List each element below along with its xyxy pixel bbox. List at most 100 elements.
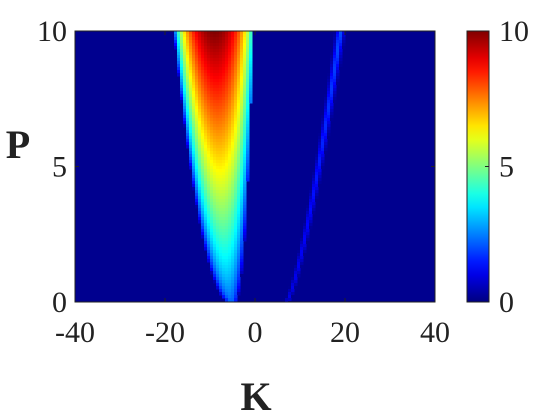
heatmap-cell	[330, 52, 334, 56]
heatmap-cell	[195, 190, 199, 194]
heatmap-cell	[192, 106, 196, 110]
heatmap-cell	[222, 106, 226, 110]
heatmap-cell	[198, 217, 202, 221]
heatmap-cell	[231, 175, 235, 179]
heatmap-cell	[243, 208, 247, 212]
heatmap-cell	[216, 277, 220, 281]
heatmap-cell	[231, 223, 235, 227]
heatmap-cell	[324, 97, 328, 101]
heatmap-cell	[198, 103, 202, 107]
heatmap-cell	[213, 91, 217, 95]
heatmap-cell	[219, 289, 223, 293]
heatmap-cell	[312, 199, 316, 203]
heatmap-cell	[207, 58, 211, 62]
heatmap-cell	[315, 166, 319, 170]
heatmap-cell	[183, 115, 187, 119]
heatmap-cell	[195, 133, 199, 137]
heatmap-cell	[231, 136, 235, 140]
heatmap-cell	[222, 265, 226, 269]
heatmap-cell	[222, 283, 226, 287]
heatmap-cell	[210, 49, 214, 53]
heatmap-cell	[309, 196, 313, 200]
heatmap-cell	[237, 292, 241, 296]
heatmap-cell	[243, 43, 247, 47]
heatmap-cell	[213, 109, 217, 113]
heatmap-cell	[231, 172, 235, 176]
heatmap-cell	[234, 103, 238, 107]
heatmap-cell	[195, 169, 199, 173]
heatmap-cell	[237, 55, 241, 59]
heatmap-cell	[204, 187, 208, 191]
heatmap-cell	[186, 136, 190, 140]
heatmap-cell	[204, 55, 208, 59]
heatmap-cell	[237, 139, 241, 143]
heatmap-cell	[198, 190, 202, 194]
heatmap-cell	[324, 145, 328, 149]
heatmap-cell	[237, 196, 241, 200]
heatmap-cell	[186, 58, 190, 62]
heatmap-cell	[210, 82, 214, 86]
heatmap-cell	[183, 61, 187, 65]
heatmap-cell	[225, 139, 229, 143]
heatmap-cell	[225, 178, 229, 182]
heatmap-cell	[207, 232, 211, 236]
heatmap-cell	[237, 175, 241, 179]
heatmap-cell	[213, 34, 217, 38]
heatmap-cell	[192, 46, 196, 50]
heatmap-cell	[222, 193, 226, 197]
heatmap-cell	[237, 112, 241, 116]
heatmap-cell	[228, 166, 232, 170]
heatmap-cell	[213, 136, 217, 140]
heatmap-cell	[186, 55, 190, 59]
heatmap-cell	[213, 280, 217, 284]
heatmap-cell	[180, 94, 184, 98]
heatmap-cell	[198, 160, 202, 164]
heatmap-cell	[216, 40, 220, 44]
heatmap-cell	[213, 274, 217, 278]
heatmap-cell	[192, 178, 196, 182]
heatmap-cell	[222, 55, 226, 59]
heatmap-cell	[327, 133, 331, 137]
heatmap-cell	[210, 256, 214, 260]
heatmap-cell	[180, 70, 184, 74]
heatmap-cell	[234, 253, 238, 257]
heatmap-cell	[300, 244, 304, 248]
heatmap-cell	[327, 88, 331, 92]
heatmap-cell	[294, 280, 298, 284]
heatmap-cell	[219, 61, 223, 65]
heatmap-cell	[240, 217, 244, 221]
heatmap-cell	[240, 127, 244, 131]
heatmap-cell	[195, 184, 199, 188]
heatmap-cell	[243, 37, 247, 41]
heatmap-cell	[204, 205, 208, 209]
heatmap-cell	[228, 85, 232, 89]
heatmap-cell	[246, 124, 250, 128]
heatmap-cell	[228, 58, 232, 62]
heatmap-cell	[210, 187, 214, 191]
heatmap-cell	[321, 115, 325, 119]
heatmap-cell	[204, 82, 208, 86]
heatmap-cell	[180, 55, 184, 59]
heatmap-cell	[243, 127, 247, 131]
heatmap-cell	[231, 151, 235, 155]
heatmap-cell	[231, 193, 235, 197]
heatmap-cell	[330, 67, 334, 71]
heatmap-cell	[240, 145, 244, 149]
heatmap-cell	[228, 49, 232, 53]
heatmap-cell	[318, 175, 322, 179]
heatmap-cell	[222, 184, 226, 188]
heatmap-cell	[186, 109, 190, 113]
heatmap-cell	[222, 196, 226, 200]
heatmap-cell	[207, 145, 211, 149]
heatmap-cell	[204, 40, 208, 44]
heatmap-cell	[240, 121, 244, 125]
heatmap-cell	[201, 127, 205, 131]
heatmap-cell	[207, 31, 211, 35]
heatmap-cell	[192, 151, 196, 155]
heatmap-cell	[186, 91, 190, 95]
heatmap-cell	[225, 250, 229, 254]
heatmap-cell	[219, 40, 223, 44]
heatmap-cell	[216, 187, 220, 191]
heatmap-cell	[249, 34, 253, 38]
heatmap-cell	[240, 205, 244, 209]
